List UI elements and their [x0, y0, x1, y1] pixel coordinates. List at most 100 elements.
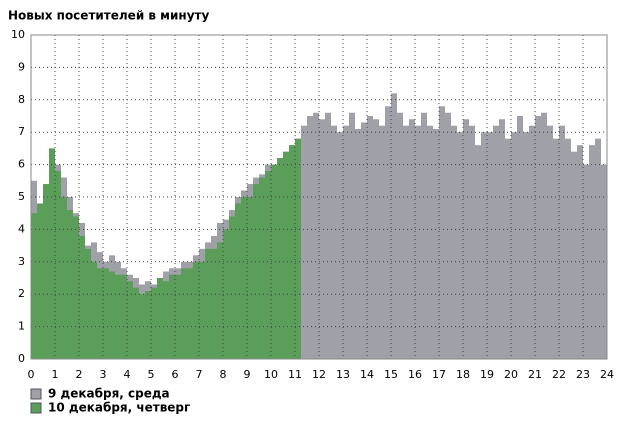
x-tick-label: 14 [360, 368, 374, 381]
x-tick-label: 10 [264, 368, 278, 381]
bar [91, 261, 97, 359]
bar [361, 122, 367, 359]
bar [151, 287, 157, 359]
x-tick-label: 23 [576, 368, 590, 381]
y-tick-label: 6 [18, 158, 25, 171]
x-tick-label: 3 [100, 368, 107, 381]
bar [541, 112, 547, 359]
bar [169, 274, 175, 359]
bar [163, 281, 169, 359]
bar [553, 138, 559, 359]
bar [367, 116, 373, 359]
bar [145, 290, 151, 359]
bar [211, 248, 217, 359]
bar [295, 138, 301, 359]
y-tick-label: 5 [18, 190, 25, 203]
bar [271, 164, 277, 359]
x-tick-label: 13 [336, 368, 350, 381]
bar [397, 112, 403, 359]
bar [487, 132, 493, 359]
bar [241, 197, 247, 359]
bar [373, 119, 379, 360]
bar [175, 274, 181, 359]
bar [517, 116, 523, 359]
bar [439, 106, 445, 359]
bar [583, 164, 589, 359]
x-tick-label: 1 [52, 368, 59, 381]
bar [127, 281, 133, 359]
x-tick-label: 15 [384, 368, 398, 381]
bar [115, 274, 121, 359]
legend-label: 9 декабря, среда [48, 387, 170, 401]
bar [301, 125, 307, 359]
bar [73, 216, 79, 359]
bar [43, 184, 49, 359]
bar [265, 171, 271, 359]
bar [529, 125, 535, 359]
bar [349, 112, 355, 359]
bar [511, 132, 517, 359]
bar [565, 138, 571, 359]
bar [199, 261, 205, 359]
bar [289, 145, 295, 359]
bar [55, 171, 61, 359]
bar [181, 268, 187, 359]
x-tick-label: 12 [312, 368, 326, 381]
bar [193, 261, 199, 359]
legend-swatch [30, 388, 42, 400]
bar [433, 128, 439, 359]
bar [499, 119, 505, 360]
bar [283, 151, 289, 359]
bar [79, 235, 85, 359]
bar [253, 184, 259, 359]
y-tick-label: 3 [18, 255, 25, 268]
legend-label: 10 декабря, четверг [48, 401, 190, 415]
bar [427, 125, 433, 359]
y-tick-label: 2 [18, 287, 25, 300]
bar [85, 248, 91, 359]
bar [505, 138, 511, 359]
bar [403, 125, 409, 359]
y-tick-label: 8 [18, 93, 25, 106]
bar [457, 132, 463, 359]
bar [481, 132, 487, 359]
y-tick-label: 4 [18, 222, 25, 235]
bar [331, 125, 337, 359]
bar [445, 112, 451, 359]
x-tick-label: 18 [456, 368, 470, 381]
x-tick-label: 21 [528, 368, 542, 381]
y-tick-label: 9 [18, 60, 25, 73]
bar [229, 216, 235, 359]
bar [49, 148, 55, 359]
y-tick-label: 7 [18, 125, 25, 138]
x-tick-label: 5 [148, 368, 155, 381]
y-tick-label: 1 [18, 320, 25, 333]
plot-frame [30, 34, 608, 360]
legend-swatch [30, 402, 42, 414]
bar [325, 112, 331, 359]
bar [559, 125, 565, 359]
bar [469, 125, 475, 359]
bar [535, 116, 541, 359]
bar [451, 125, 457, 359]
bar [391, 93, 397, 359]
bar [463, 119, 469, 360]
bar [319, 119, 325, 360]
bar [133, 287, 139, 359]
bar [337, 132, 343, 359]
bar [493, 125, 499, 359]
bar [343, 125, 349, 359]
bar [31, 213, 37, 359]
bar [61, 197, 67, 359]
bar [421, 112, 427, 359]
bar [589, 145, 595, 359]
x-tick-label: 16 [408, 368, 422, 381]
bar [547, 125, 553, 359]
bar [157, 278, 163, 359]
x-tick-label: 2 [76, 368, 83, 381]
y-tick-label: 10 [11, 28, 25, 41]
x-tick-label: 24 [600, 368, 614, 381]
x-tick-label: 19 [480, 368, 494, 381]
bar [109, 271, 115, 359]
